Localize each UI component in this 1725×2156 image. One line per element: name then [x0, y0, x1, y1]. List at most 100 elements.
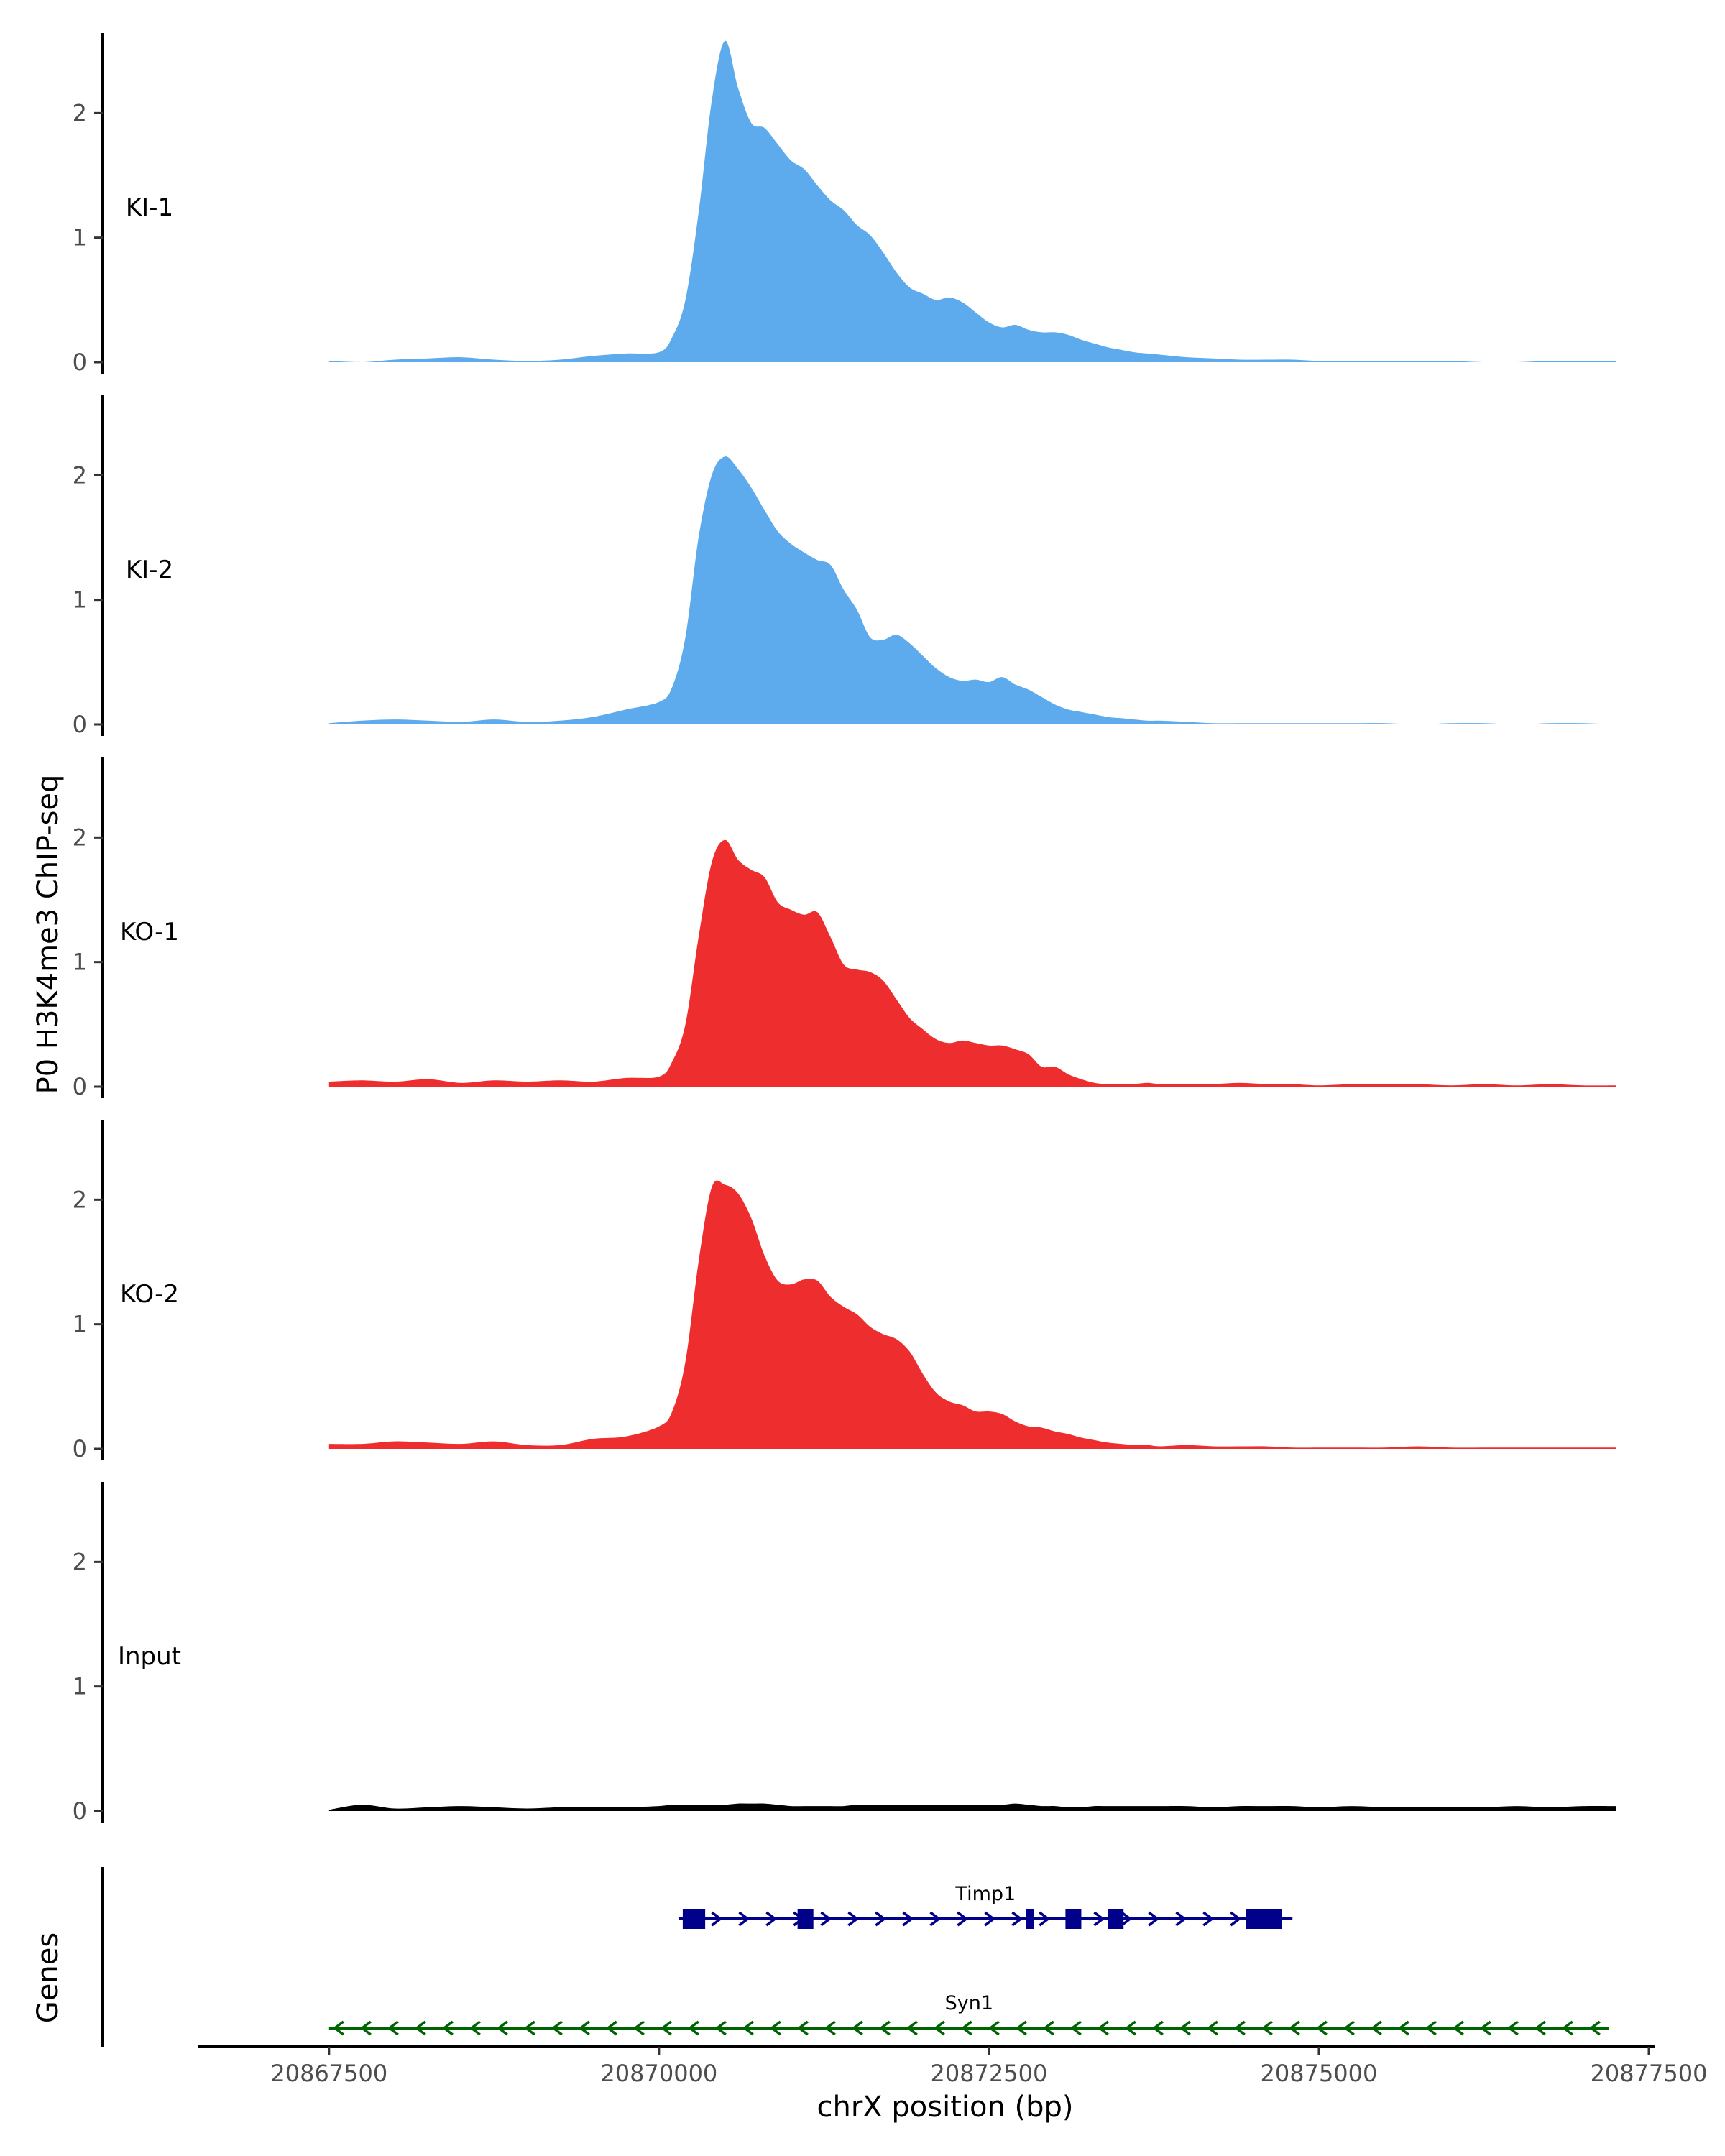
strand-arrow-icon — [1179, 2020, 1191, 2036]
strand-arrow-icon — [984, 1911, 996, 1927]
y-tick-label: 0 — [73, 1797, 87, 1825]
strand-arrow-icon — [1039, 1911, 1051, 1927]
exon-block — [1065, 1909, 1082, 1929]
strand-arrow-icon — [1261, 2020, 1273, 2036]
strand-arrow-icon — [359, 2020, 372, 2036]
y-tick-label: 2 — [73, 1548, 87, 1575]
y-tick-label: 2 — [73, 99, 87, 126]
genes-track-title: Genes — [32, 1932, 65, 2023]
strand-arrow-icon — [1097, 2020, 1109, 2036]
exon-block — [1026, 1909, 1034, 1929]
gene-name-label: Syn1 — [945, 1992, 993, 2014]
strand-arrow-icon — [551, 2020, 563, 2036]
signal-area-ko-1 — [328, 839, 1616, 1087]
track-input: 0 1 2 Input — [73, 1482, 1616, 1825]
strand-arrow-icon — [933, 2020, 945, 2036]
strand-arrow-icon — [1534, 2020, 1546, 2036]
strand-arrow-icon — [711, 1911, 723, 1927]
strand-arrow-icon — [441, 2020, 454, 2036]
strand-arrow-icon — [578, 2020, 590, 2036]
strand-arrow-icon — [1148, 1911, 1160, 1927]
y-tick-label: 0 — [73, 1435, 87, 1462]
strand-arrow-icon — [957, 1911, 969, 1927]
track-label: Input — [118, 1642, 181, 1671]
signal-area-ki-1 — [328, 40, 1616, 362]
strand-arrow-icon — [1206, 2020, 1218, 2036]
strand-arrow-icon — [469, 2020, 481, 2036]
strand-arrow-icon — [660, 2020, 672, 2036]
exon-block — [1246, 1909, 1282, 1929]
exon-block — [797, 1909, 814, 1929]
strand-arrow-icon — [1288, 2020, 1300, 2036]
strand-arrow-icon — [1175, 1911, 1187, 1927]
x-tick-label: 20870000 — [600, 2060, 717, 2087]
x-tick-label: 20872500 — [930, 2060, 1047, 2087]
y-tick-label: 2 — [73, 1186, 87, 1213]
strand-arrow-icon — [1315, 2020, 1328, 2036]
y-tick-label: 0 — [73, 1073, 87, 1100]
y-tick-label: 1 — [73, 224, 87, 252]
strand-arrow-icon — [1124, 2020, 1136, 2036]
strand-arrow-icon — [1425, 2020, 1437, 2036]
strand-arrow-icon — [1479, 2020, 1491, 2036]
strand-arrow-icon — [960, 2020, 972, 2036]
x-axis-title: chrX position (bp) — [816, 2091, 1073, 2124]
track-label: KI-2 — [126, 556, 173, 584]
x-tick-label: 20875000 — [1261, 2060, 1378, 2087]
y-tick-label: 1 — [73, 949, 87, 976]
strand-arrow-icon — [496, 2020, 508, 2036]
x-tick-label: 20867500 — [270, 2060, 387, 2087]
y-tick-label: 2 — [73, 461, 87, 489]
strand-arrow-icon — [387, 2020, 399, 2036]
strand-arrow-icon — [824, 2020, 836, 2036]
strand-arrow-icon — [878, 2020, 891, 2036]
track-ko-1: 0 1 2 KO-1 — [73, 757, 1616, 1100]
strand-arrow-icon — [847, 1911, 860, 1927]
strand-arrow-icon — [1397, 2020, 1409, 2036]
track-ko-2: 0 1 2 KO-2 — [73, 1120, 1616, 1462]
track-ki-1: 0 1 2 KI-1 — [73, 33, 1616, 376]
track-label: KO-1 — [120, 918, 179, 946]
strand-arrow-icon — [1202, 1911, 1215, 1927]
strand-arrow-icon — [687, 2020, 699, 2036]
strand-arrow-icon — [1121, 1911, 1133, 1927]
strand-arrow-icon — [1011, 1911, 1024, 1927]
exon-block — [1108, 1909, 1124, 1929]
signal-area-input — [328, 1803, 1616, 1811]
y-tick-label: 0 — [73, 711, 87, 738]
strand-arrow-icon — [1093, 1911, 1105, 1927]
strand-arrow-icon — [1343, 2020, 1355, 2036]
y-axis-title: P0 H3K4me3 ChIP-seq — [32, 775, 65, 1095]
strand-arrow-icon — [820, 1911, 832, 1927]
strand-arrow-icon — [902, 1911, 914, 1927]
y-tick-label: 2 — [73, 824, 87, 851]
strand-arrow-icon — [796, 2020, 809, 2036]
strand-arrow-icon — [632, 2020, 645, 2036]
strand-arrow-icon — [1506, 2020, 1519, 2036]
strand-arrow-icon — [523, 2020, 535, 2036]
track-label: KI-1 — [126, 193, 173, 222]
strand-arrow-icon — [1230, 1911, 1242, 1927]
exon-block — [682, 1909, 706, 1929]
strand-arrow-icon — [1042, 2020, 1054, 2036]
strand-arrow-icon — [875, 1911, 887, 1927]
strand-arrow-icon — [1370, 2020, 1382, 2036]
strand-arrow-icon — [332, 2020, 344, 2036]
strand-arrow-icon — [851, 2020, 863, 2036]
strand-arrow-icon — [1452, 2020, 1464, 2036]
gene-name-label: Timp1 — [954, 1883, 1016, 1905]
signal-tracks: 0 1 2 KI-1 0 1 2 KI-2 0 1 2 KO-1 0 1 2 KO-2 0 1 2 Input — [73, 33, 1616, 1825]
strand-arrow-icon — [1070, 2020, 1082, 2036]
signal-area-ki-2 — [328, 456, 1616, 724]
y-tick-label: 1 — [73, 1311, 87, 1338]
strand-arrow-icon — [988, 2020, 1000, 2036]
x-axis: 20867500 20870000 20872500 20875000 20877500 — [198, 2045, 1707, 2087]
gene-timp1: Timp1 — [678, 1883, 1293, 1929]
strand-arrow-icon — [1233, 2020, 1246, 2036]
strand-arrow-icon — [605, 2020, 617, 2036]
y-tick-label: 1 — [73, 1673, 87, 1700]
signal-area-ko-2 — [328, 1180, 1616, 1449]
strand-arrow-icon — [1561, 2020, 1573, 2036]
track-label: KO-2 — [120, 1280, 179, 1309]
